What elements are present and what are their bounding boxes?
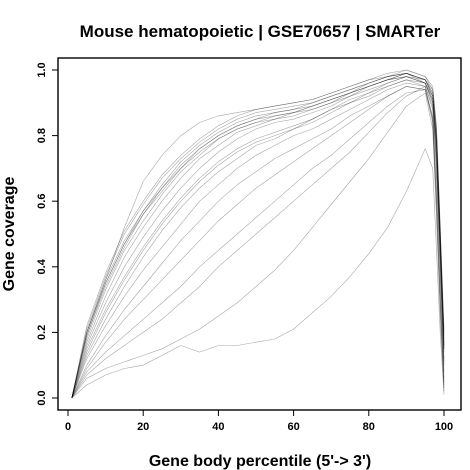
coverage-line-3 [71,69,445,399]
coverage-line-1 [71,73,445,399]
chart-title: Mouse hematopoietic | GSE70657 | SMARTer [80,22,441,41]
y-axis-label: Gene coverage [1,177,18,292]
y-tick-label: 0.6 [36,194,48,209]
coverage-line-19 [71,73,445,399]
coverage-line-14 [71,89,445,399]
coverage-line-15 [71,86,445,399]
y-tick-label: 0.2 [36,325,48,340]
coverage-line-6 [71,69,445,399]
coverage-line-2 [71,73,445,399]
x-tick-label: 80 [363,421,375,433]
y-tick-label: 0.4 [36,258,48,274]
coverage-line-10 [71,79,445,399]
coverage-line-11 [71,82,445,399]
x-tick-label: 60 [287,421,299,433]
coverage-line-17 [71,148,445,399]
coverage-line-16 [71,92,445,399]
coverage-line-7 [71,73,445,399]
plot-frame [57,57,462,411]
x-tick-label: 20 [137,421,149,433]
y-axis: 0.0 0.2 0.4 0.6 0.8 1.0 [36,62,58,406]
y-tick-label: 1.0 [36,62,48,77]
coverage-line-4 [71,76,445,399]
coverage-line-20 [71,76,445,399]
x-axis-label: Gene body percentile (5'-> 3') [149,453,371,470]
coverage-line-18 [71,76,445,399]
y-tick-label: 0.0 [36,390,48,405]
coverage-line-8 [71,76,445,399]
x-axis: 0 20 40 60 80 100 [65,410,453,433]
coverage-line-12 [71,86,445,399]
coverage-line-5 [71,73,445,399]
coverage-line-13 [71,86,445,399]
x-tick-label: 0 [65,421,71,433]
coverage-line-9 [71,79,445,399]
coverage-curves [71,69,445,399]
y-tick-label: 0.8 [36,128,48,143]
x-tick-label: 100 [435,421,453,433]
x-tick-label: 40 [212,421,224,433]
